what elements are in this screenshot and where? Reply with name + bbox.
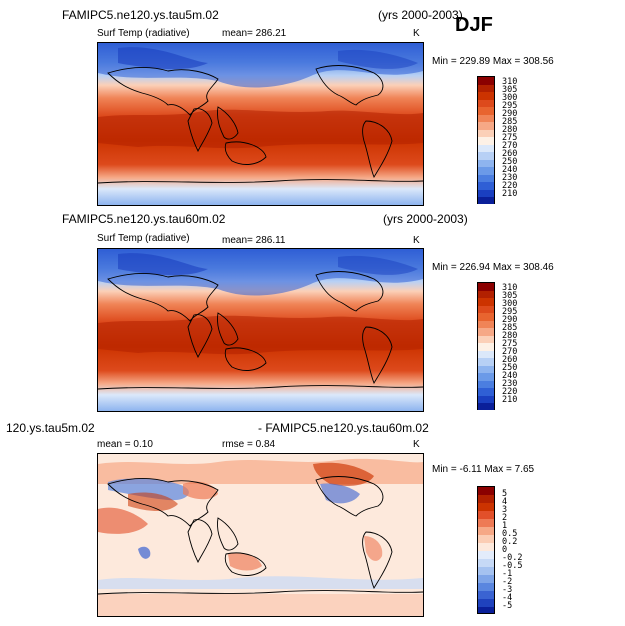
panel-1-mean: mean= 286.21	[222, 28, 287, 39]
difference-map	[98, 454, 423, 616]
panel-3-case-right: - FAMIPC5.ne120.ys.tau60m.02	[258, 421, 429, 435]
cbar-label: 275	[502, 339, 518, 349]
panel-3-rmse: rmse = 0.84	[222, 439, 276, 450]
cbar-label: 280	[502, 125, 518, 135]
panel-1-map	[97, 42, 424, 206]
cbar-label: 240	[502, 165, 518, 175]
cbar-label: 300	[502, 93, 518, 103]
panel-2-map	[97, 248, 424, 412]
panel-3-units: K	[413, 439, 420, 450]
cbar-label: 230	[502, 173, 518, 183]
panel-1-years: (yrs 2000-2003)	[378, 8, 463, 22]
cbar-label: 270	[502, 141, 518, 151]
cbar-label: 310	[502, 77, 518, 87]
cbar-label: 280	[502, 331, 518, 341]
surface-temperature-map	[98, 43, 423, 205]
cbar-label: 305	[502, 291, 518, 301]
cbar-label: -4	[502, 593, 513, 603]
cbar-label: 3	[502, 505, 508, 515]
cbar-label: 4	[502, 497, 508, 507]
panel-2-mean: mean= 286.11	[222, 235, 286, 246]
coastlines	[98, 476, 423, 595]
surface-temperature-map	[98, 249, 423, 411]
cbar-label: 270	[502, 347, 518, 357]
cbar-label: 210	[502, 395, 518, 405]
cbar-label: -5	[502, 601, 513, 611]
cbar-label: 250	[502, 363, 518, 373]
panel-3-case-left: 120.ys.tau5m.02	[6, 421, 95, 435]
panel-2-units: K	[413, 235, 420, 246]
cbar-label: 260	[502, 355, 518, 365]
cbar-label: -2	[502, 577, 513, 587]
coastlines	[98, 271, 423, 390]
cbar-label: 0.5	[502, 529, 518, 539]
cbar-label: 230	[502, 379, 518, 389]
cbar-label: 1	[502, 521, 508, 531]
panel-2-years: (yrs 2000-2003)	[383, 212, 468, 226]
panel-1-units: K	[413, 28, 420, 39]
cbar-label: 240	[502, 371, 518, 381]
season-label: DJF	[455, 14, 493, 36]
panel-2-minmax: Min = 226.94 Max = 308.46	[432, 262, 554, 273]
cbar-label: 0.2	[502, 537, 518, 547]
cbar-label: -0.2	[502, 553, 523, 563]
cbar-label: -0.5	[502, 561, 523, 571]
cbar-label: 2	[502, 513, 508, 523]
coastlines	[98, 65, 423, 184]
cbar-label: 220	[502, 387, 518, 397]
panel-2-field: Surf Temp (radiative)	[97, 233, 190, 244]
cbar-label: 285	[502, 323, 518, 333]
cbar-label: 295	[502, 307, 518, 317]
panel-1-field: Surf Temp (radiative)	[97, 28, 190, 39]
cbar-label: 5	[502, 489, 508, 499]
panel-3-map	[97, 453, 424, 617]
cbar-label: 285	[502, 117, 518, 127]
cbar-label: 275	[502, 133, 518, 143]
cbar-label: 305	[502, 85, 518, 95]
cbar-label: 290	[502, 109, 518, 119]
cbar-label: 0	[502, 545, 508, 555]
cbar-label: 300	[502, 299, 518, 309]
panel-1-case: FAMIPC5.ne120.ys.tau5m.02	[62, 8, 219, 22]
panel-2-case: FAMIPC5.ne120.ys.tau60m.02	[62, 212, 226, 226]
panel-1-colorbar	[477, 76, 495, 204]
cbar-label: 220	[502, 181, 518, 191]
cbar-label: 250	[502, 157, 518, 167]
cbar-label: -1	[502, 569, 513, 579]
cbar-label: 260	[502, 149, 518, 159]
panel-1-minmax: Min = 229.89 Max = 308.56	[432, 56, 554, 67]
cbar-label: 310	[502, 283, 518, 293]
panel-2-colorbar	[477, 282, 495, 410]
panel-3-colorbar	[477, 486, 495, 614]
cbar-label: -3	[502, 585, 513, 595]
cbar-label: 210	[502, 189, 518, 199]
panel-3-mean: mean = 0.10	[97, 439, 153, 450]
cbar-label: 295	[502, 101, 518, 111]
cbar-label: 290	[502, 315, 518, 325]
panel-3-minmax: Min = -6.11 Max = 7.65	[432, 464, 535, 475]
